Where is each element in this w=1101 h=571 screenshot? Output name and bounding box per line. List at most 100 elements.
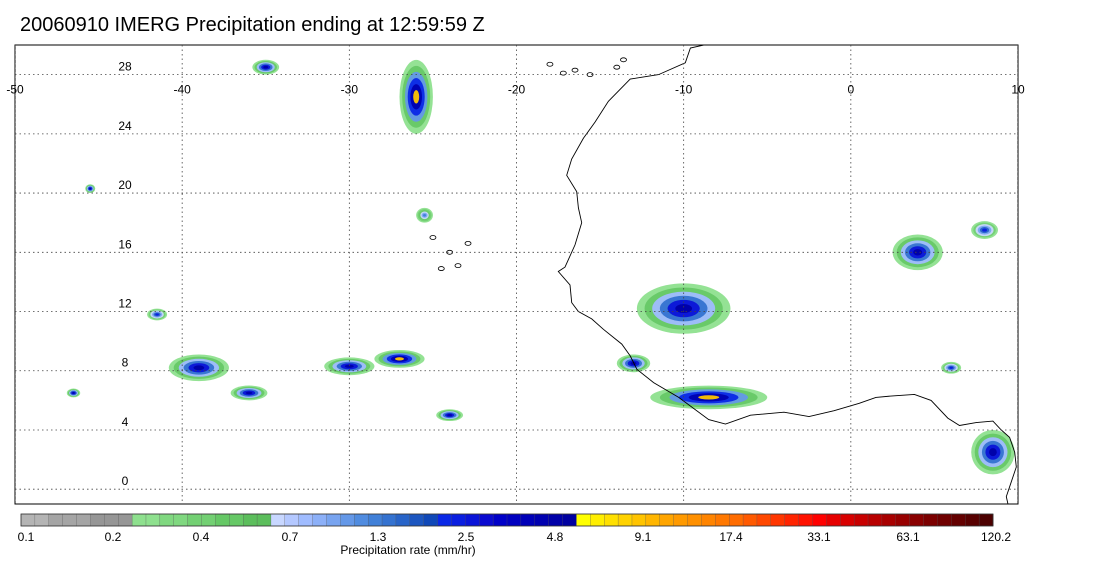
colorbar-swatch: [118, 513, 133, 527]
precip-cell: [982, 228, 987, 232]
lat-tick-label: 0: [122, 474, 129, 488]
colorbar-swatch: [840, 513, 855, 527]
colorbar-tick-label: 0.1: [18, 530, 35, 544]
precip-cell: [949, 366, 953, 369]
colorbar-swatch: [951, 513, 966, 527]
precip-cell: [155, 313, 159, 316]
precip-cell: [447, 414, 453, 417]
colorbar-swatch: [243, 513, 258, 527]
colorbar-swatch: [867, 513, 883, 527]
colorbar-swatch: [798, 513, 813, 527]
colorbar-swatch: [770, 513, 786, 527]
colorbar-swatch: [923, 513, 938, 527]
colorbar-swatch: [270, 513, 286, 527]
colorbar-swatch: [326, 513, 341, 527]
island-outline: [429, 235, 437, 240]
colorbar-swatch: [548, 513, 563, 527]
colorbar-swatch: [659, 513, 675, 527]
colorbar-swatch: [604, 513, 619, 527]
lat-tick-label: 20: [118, 178, 132, 192]
precip-cell: [913, 249, 923, 256]
colorbar-swatch: [90, 513, 105, 527]
island-outline: [571, 67, 579, 73]
colorbar-swatch: [645, 513, 661, 527]
colorbar-swatch: [978, 513, 994, 527]
colorbar-swatch: [145, 513, 161, 527]
colorbar-swatch: [881, 513, 897, 527]
precipitation-layer: [66, 59, 1015, 475]
colorbar-swatch: [687, 513, 702, 527]
colorbar-swatch: [187, 513, 202, 527]
colorbar-tick-label: 4.8: [547, 530, 564, 544]
colorbar-swatch: [284, 513, 300, 527]
colorbar-swatch: [742, 513, 758, 527]
precip-cell: [263, 65, 269, 69]
colorbar-tick-label: 0.7: [282, 530, 299, 544]
colorbar-swatch: [354, 513, 369, 527]
axis-labels: -50 -40 -30 -20 -10 0 10 28 24 20 16 12 8 4 0: [6, 60, 1025, 489]
lon-tick-label: 10: [1011, 82, 1025, 96]
colorbar-swatch: [576, 513, 591, 527]
colorbar-swatch: [506, 513, 522, 527]
colorbar-swatch: [62, 513, 77, 527]
colorbar-swatch: [784, 513, 800, 527]
gridlines: [15, 45, 1018, 504]
colorbar-swatch: [853, 513, 869, 527]
colorbar-swatch: [520, 513, 536, 527]
precip-cell: [698, 395, 720, 400]
colorbar-swatch: [895, 513, 911, 527]
colorbar-swatch: [965, 513, 980, 527]
colorbar-swatch: [298, 513, 314, 527]
precip-cell: [413, 90, 420, 104]
colorbar-swatch: [104, 513, 119, 527]
colorbar-swatch: [617, 513, 633, 527]
colorbar-swatch: [201, 513, 216, 527]
colorbar-swatch: [131, 513, 147, 527]
island-outline: [620, 57, 627, 63]
colorbar-swatch: [451, 513, 466, 527]
colorbar-swatch: [20, 513, 36, 527]
island-outline: [437, 266, 445, 271]
island-outline: [464, 241, 472, 246]
colorbar-title: Precipitation rate (mm/hr): [340, 543, 475, 557]
colorbar-border: [20, 513, 994, 527]
lon-tick-label: 0: [847, 82, 854, 96]
colorbar-swatch: [909, 513, 925, 527]
island-outline: [559, 70, 567, 76]
colorbar-tick-label: 63.1: [896, 530, 920, 544]
colorbar-tick-label: 1.3: [370, 530, 387, 544]
colorbar-tick-label: 0.4: [193, 530, 210, 544]
lon-tick-label: -50: [6, 82, 24, 96]
map-title: 20060910 IMERG Precipitation ending at 1…: [20, 14, 485, 36]
colorbar-swatch: [534, 513, 550, 527]
lat-tick-label: 24: [118, 119, 132, 133]
colorbar: 0.1 0.2 0.4 0.7 1.3 2.5 4.8 9.1 17.4 33.1 63.1 120.…: [18, 513, 1011, 557]
lon-tick-label: -10: [675, 82, 693, 96]
colorbar-swatch: [48, 513, 64, 527]
colorbar-swatch: [826, 513, 841, 527]
colorbar-swatch: [409, 513, 425, 527]
island-outline: [546, 61, 554, 67]
precip-cell: [193, 365, 205, 371]
colorbar-swatch: [562, 513, 577, 527]
colorbar-swatch: [395, 513, 411, 527]
colorbar-swatch: [367, 513, 383, 527]
lat-tick-label: 28: [118, 60, 132, 74]
colorbar-swatch: [437, 513, 452, 527]
precip-cell: [423, 213, 427, 217]
colorbar-swatch: [159, 513, 175, 527]
colorbar-tick-label: 120.2: [981, 530, 1011, 544]
colorbar-swatch: [673, 513, 688, 527]
colorbar-swatch: [937, 513, 952, 527]
precip-cell: [245, 391, 253, 395]
lon-tick-label: -20: [508, 82, 526, 96]
colorbar-swatch: [590, 513, 605, 527]
lon-tick-label: -40: [173, 82, 191, 96]
island-outline: [454, 263, 462, 269]
colorbar-swatch: [812, 513, 827, 527]
colorbar-swatch: [76, 513, 91, 527]
colorbar-swatch: [215, 513, 230, 527]
lat-tick-label: 8: [122, 356, 129, 370]
lat-tick-label: 12: [118, 297, 132, 311]
